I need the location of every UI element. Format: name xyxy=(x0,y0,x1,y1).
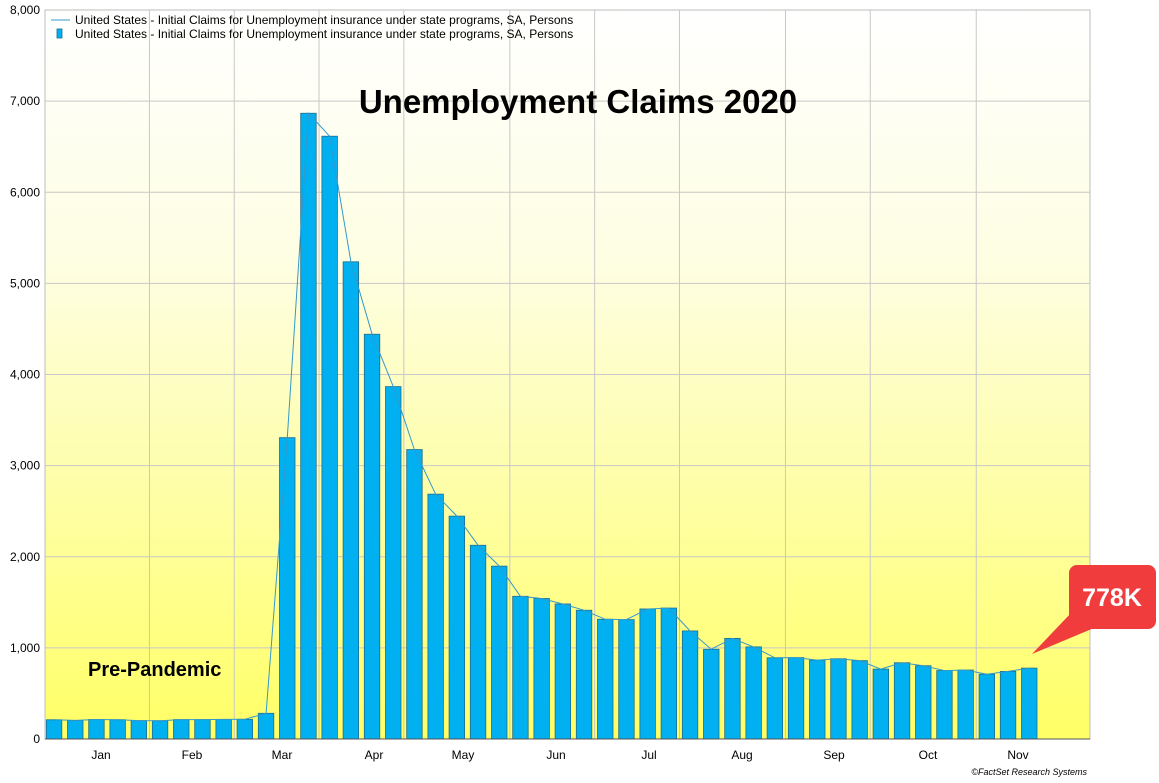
bar xyxy=(936,670,953,740)
bar xyxy=(533,598,550,740)
bar xyxy=(639,608,656,740)
bar xyxy=(321,135,338,740)
y-tick-label: 3,000 xyxy=(10,459,40,473)
series-line xyxy=(53,112,1030,722)
bar xyxy=(406,449,423,740)
y-tick-label: 4,000 xyxy=(10,368,40,382)
bar xyxy=(363,333,381,740)
x-tick-label: Oct xyxy=(919,748,938,762)
bar xyxy=(745,646,762,740)
callout-text: 778K xyxy=(1082,584,1142,612)
bar xyxy=(109,719,126,740)
pre-pandemic-label: Pre-Pandemic xyxy=(88,659,221,681)
axes-group: 0 1,000 2,000 3,000 4,000 5,000 6,000 7,000 8,00… xyxy=(10,3,1090,762)
x-tick-label: Feb xyxy=(182,748,203,762)
bar xyxy=(618,619,635,740)
bar xyxy=(130,720,148,740)
bar xyxy=(491,565,508,740)
bar xyxy=(978,673,995,740)
bar xyxy=(957,669,974,740)
line-series-group xyxy=(53,112,1030,722)
y-tick-label: 8,000 xyxy=(10,3,40,17)
bar xyxy=(787,657,805,740)
x-tick-label: Aug xyxy=(731,748,752,762)
bar xyxy=(1021,667,1038,740)
bar xyxy=(279,437,296,740)
bar xyxy=(257,712,275,740)
source-credit: ©FactSet Research Systems xyxy=(971,767,1087,777)
bar xyxy=(448,515,466,740)
legend-line-label: United States - Initial Claims for Unemp… xyxy=(75,13,573,27)
chart-title: Unemployment Claims 2020 xyxy=(359,83,797,120)
bar xyxy=(554,603,571,740)
grid-lines xyxy=(45,10,1090,739)
x-tick-label: Jul xyxy=(641,748,656,762)
bar xyxy=(512,595,529,740)
y-tick-label: 5,000 xyxy=(10,276,40,290)
bar xyxy=(893,662,911,740)
bar xyxy=(681,630,699,740)
bar xyxy=(999,670,1017,740)
x-tick-label: Sep xyxy=(823,748,845,762)
bar xyxy=(597,618,614,740)
bar xyxy=(703,648,720,740)
y-tick-label: 6,000 xyxy=(10,185,40,199)
bar xyxy=(766,657,783,740)
bar xyxy=(575,609,593,740)
x-tick-label: Mar xyxy=(272,748,293,762)
x-tick-label: Jan xyxy=(91,748,110,762)
y-tick-label: 7,000 xyxy=(10,94,40,108)
bar xyxy=(151,720,169,740)
bar xyxy=(342,261,360,740)
bar xyxy=(427,493,444,740)
x-tick-label: Nov xyxy=(1007,748,1028,762)
value-callout: 778K xyxy=(1032,565,1156,654)
y-tick-label: 1,000 xyxy=(10,641,40,655)
bar xyxy=(194,719,211,740)
legend-bar-swatch xyxy=(56,28,63,39)
callout-box xyxy=(1069,565,1156,629)
y-tick-label: 0 xyxy=(33,732,40,746)
bar xyxy=(236,718,254,740)
bar xyxy=(88,719,105,740)
x-tick-label: Jun xyxy=(546,748,565,762)
x-tick-label: May xyxy=(452,748,475,762)
bar xyxy=(660,607,677,740)
bar xyxy=(851,660,868,740)
bar xyxy=(67,720,84,740)
x-tick-label: Apr xyxy=(365,748,384,762)
bar xyxy=(215,719,232,740)
bar xyxy=(724,637,741,740)
bar xyxy=(915,665,932,740)
bar xyxy=(872,668,889,740)
bar xyxy=(830,658,847,740)
bar xyxy=(300,112,317,740)
bar xyxy=(809,659,826,740)
bar xyxy=(469,544,487,740)
legend: United States - Initial Claims for Unemp… xyxy=(51,13,573,41)
bar xyxy=(173,719,190,740)
legend-bar-label: United States - Initial Claims for Unemp… xyxy=(75,27,573,41)
bar xyxy=(45,719,63,740)
bar xyxy=(385,386,402,740)
y-tick-label: 2,000 xyxy=(10,550,40,564)
